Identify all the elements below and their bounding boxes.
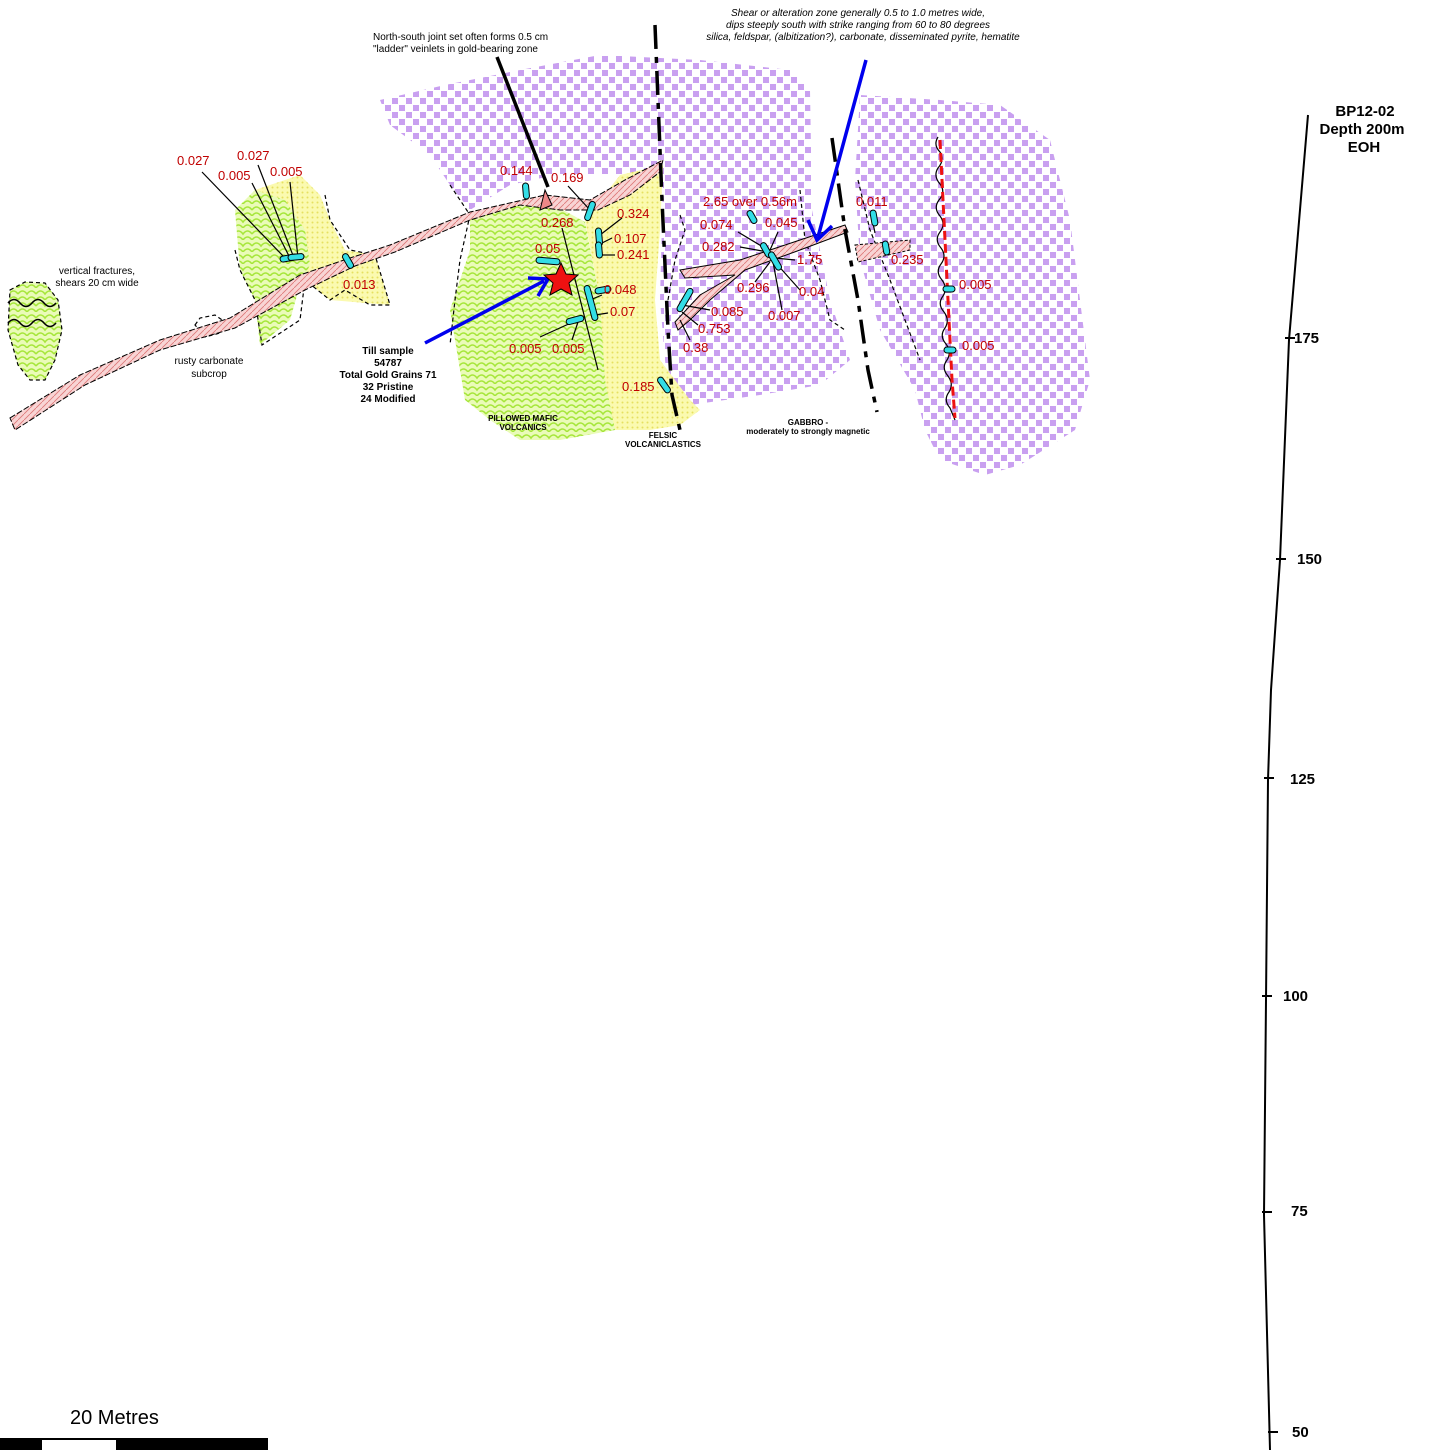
- svg-text:FELSIC: FELSIC: [649, 431, 678, 440]
- joint-note-line2: "ladder" veinlets in gold-bearing zone: [373, 44, 538, 55]
- svg-text:0.045: 0.045: [765, 215, 798, 230]
- joint-note-line1: North-south joint set often forms 0.5 cm: [373, 32, 548, 43]
- fracture-note-line2: shears 20 cm wide: [55, 278, 139, 289]
- rusty-note-line2: subcrop: [191, 369, 227, 380]
- svg-text:24 Modified: 24 Modified: [360, 394, 415, 405]
- gabbro-unit: [380, 55, 1090, 475]
- depth-tick-100: 100: [1283, 988, 1308, 1005]
- scale-bar-label: 20 Metres: [70, 1407, 159, 1429]
- svg-text:0.753: 0.753: [698, 321, 731, 336]
- svg-text:0.38: 0.38: [683, 340, 708, 355]
- svg-text:moderately to strongly magneti: moderately to strongly magnetic: [746, 427, 870, 436]
- svg-text:2.65 over 0.56m: 2.65 over 0.56m: [703, 194, 797, 209]
- svg-text:0.074: 0.074: [700, 217, 733, 232]
- svg-text:Depth 200m: Depth 200m: [1319, 121, 1404, 138]
- svg-text:0.005: 0.005: [962, 338, 995, 353]
- depth-tick-75: 75: [1291, 1203, 1308, 1220]
- joint-leader: [495, 56, 550, 188]
- svg-text:0.005: 0.005: [509, 341, 542, 356]
- svg-text:54787: 54787: [374, 358, 402, 369]
- svg-text:0.282: 0.282: [702, 239, 735, 254]
- svg-text:0.235: 0.235: [891, 252, 924, 267]
- shear-note-line3: silica, feldspar, (albitization?), carbo…: [706, 32, 1020, 43]
- svg-text:Till sample: Till sample: [362, 346, 414, 357]
- channel-samples: [279, 182, 957, 394]
- fracture-note-line1: vertical fractures,: [59, 266, 135, 277]
- svg-text:0.07: 0.07: [610, 304, 635, 319]
- shear-zone: [9, 159, 911, 431]
- svg-text:BP12-02: BP12-02: [1335, 103, 1394, 120]
- scale-bar: 20 Metres: [0, 1407, 268, 1450]
- shear-note-line1: Shear or alteration zone generally 0.5 t…: [731, 8, 985, 19]
- svg-text:0.296: 0.296: [737, 280, 770, 295]
- depth-tick-150: 150: [1297, 551, 1322, 568]
- svg-text:0.048: 0.048: [604, 282, 637, 297]
- svg-text:0.005: 0.005: [270, 164, 303, 179]
- assay-labels: 0.027 0.027 0.005 0.005 0.013 0.144 0.16…: [177, 148, 995, 394]
- drillhole-label: BP12-02 Depth 200m EOH: [1319, 103, 1404, 156]
- svg-text:0.027: 0.027: [177, 153, 210, 168]
- svg-text:0.169: 0.169: [551, 170, 584, 185]
- svg-text:VOLCANICS: VOLCANICS: [499, 423, 547, 432]
- svg-text:0.185: 0.185: [622, 379, 655, 394]
- svg-text:0.04: 0.04: [799, 284, 824, 299]
- svg-text:0.011: 0.011: [856, 194, 888, 209]
- depth-tick-175: 175: [1294, 330, 1319, 347]
- till-sample-label: Till sample 54787 Total Gold Grains 71 3…: [339, 346, 436, 405]
- svg-text:GABBRO -: GABBRO -: [788, 418, 829, 427]
- svg-text:0.005: 0.005: [218, 168, 251, 183]
- drillhole-trace: 175 150 125 100 75 50: [1262, 114, 1322, 1450]
- svg-text:0.107: 0.107: [614, 231, 647, 246]
- unit-labels: PILLOWED MAFIC VOLCANICS FELSIC VOLCANIC…: [488, 414, 870, 449]
- fracture-symbols: [7, 298, 57, 328]
- faults: [653, 24, 879, 431]
- svg-text:0.268: 0.268: [541, 215, 574, 230]
- callout-arrows: [424, 59, 868, 345]
- svg-text:VOLCANICLASTICS: VOLCANICLASTICS: [625, 440, 702, 449]
- svg-text:0.05: 0.05: [535, 241, 560, 256]
- red-vein: [935, 136, 957, 421]
- svg-text:Total Gold Grains 71: Total Gold Grains 71: [339, 370, 436, 381]
- svg-text:32 Pristine: 32 Pristine: [363, 382, 414, 393]
- svg-text:PILLOWED MAFIC: PILLOWED MAFIC: [488, 414, 558, 423]
- svg-text:0.027: 0.027: [237, 148, 270, 163]
- svg-text:0.005: 0.005: [959, 277, 992, 292]
- svg-text:0.013: 0.013: [343, 277, 376, 292]
- svg-text:0.007: 0.007: [768, 308, 801, 323]
- depth-tick-50: 50: [1292, 1424, 1309, 1441]
- svg-text:1.75: 1.75: [797, 252, 822, 267]
- svg-text:0.241: 0.241: [617, 247, 650, 262]
- svg-text:0.085: 0.085: [711, 304, 744, 319]
- svg-text:0.324: 0.324: [617, 206, 650, 221]
- shear-note-line2: dips steeply south with strike ranging f…: [726, 20, 990, 31]
- svg-text:0.144: 0.144: [500, 163, 533, 178]
- rusty-note-line1: rusty carbonate: [175, 356, 244, 367]
- till-sample-star: [542, 261, 580, 296]
- depth-tick-125: 125: [1290, 771, 1315, 788]
- svg-text:EOH: EOH: [1348, 139, 1381, 156]
- svg-text:0.005: 0.005: [552, 341, 585, 356]
